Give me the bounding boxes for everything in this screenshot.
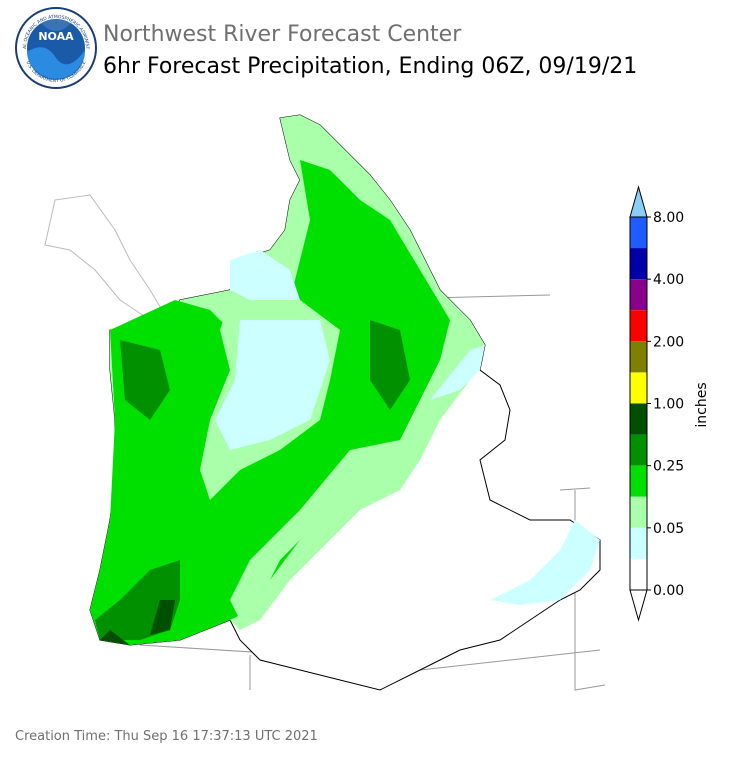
colorbar-label: 0.05	[653, 521, 684, 537]
colorbar-segment	[630, 217, 647, 249]
map-area	[44, 114, 606, 691]
colorbar-top	[629, 185, 648, 218]
noaa-logo: NOAA NATIONAL OCEANIC AND ATMOSPHERIC AD…	[0, 0, 97, 89]
colorbar-label: 0.25	[653, 459, 684, 475]
colorbar-label: 0.00	[653, 583, 684, 599]
colorbar-label: 1.00	[653, 397, 684, 413]
colorbar-segment	[630, 372, 647, 404]
colorbar: 8.00 4.00 2.00 1.00 0.25 0.05 0.00	[629, 185, 684, 622]
creation-time: Creation Time: Thu Sep 16 17:37:13 UTC 2…	[15, 729, 318, 744]
colorbar-segment	[630, 434, 647, 466]
colorbar-segment	[630, 496, 647, 528]
subtitle: 6hr Forecast Precipitation, Ending 06Z, …	[103, 54, 637, 79]
colorbar-segment	[630, 279, 647, 311]
colorbar-bottom	[629, 589, 648, 622]
colorbar-label: 8.00	[653, 210, 684, 226]
colorbar-segment	[630, 465, 647, 497]
colorbar-label: 4.00	[653, 272, 684, 288]
colorbar-segment	[630, 403, 647, 435]
legend-unit: inches	[694, 382, 710, 427]
colorbar-segment	[630, 341, 647, 373]
colorbar-segment	[630, 310, 647, 342]
title: Northwest River Forecast Center	[103, 22, 462, 47]
colorbar-label: 2.00	[653, 334, 684, 350]
colorbar-segment	[630, 558, 647, 590]
logo-text: NOAA	[38, 30, 74, 43]
colorbar-segment	[630, 527, 647, 559]
colorbar-segment	[630, 248, 647, 280]
